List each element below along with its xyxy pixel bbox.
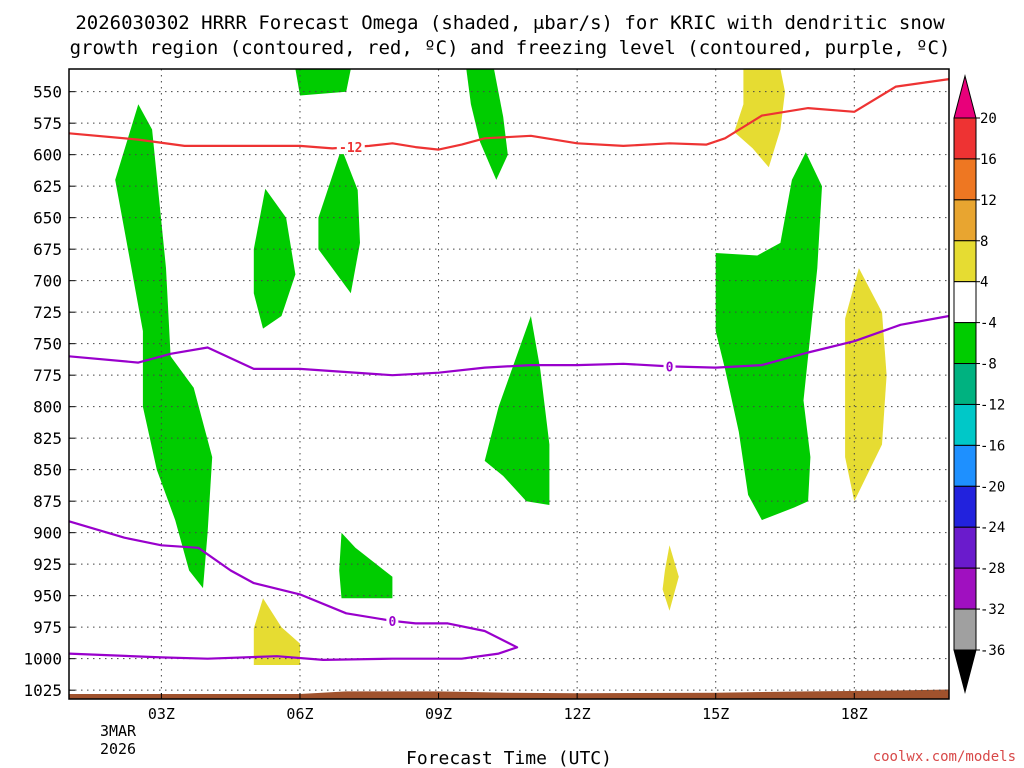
colorbar-label: 12 — [980, 193, 997, 209]
omega-region-9 — [662, 545, 679, 611]
freezing-level-upper: 0 — [68, 314, 950, 377]
y-tick-label: 1025 — [23, 681, 62, 700]
y-tick-label: 550 — [33, 83, 62, 102]
terrain-layer — [69, 689, 949, 699]
x-tick-label: 12Z — [564, 705, 591, 723]
omega-region-4 — [466, 69, 508, 180]
y-tick-label: 975 — [33, 618, 62, 637]
colorbar-bin — [953, 199, 977, 242]
omega-region-1 — [253, 188, 296, 329]
colorbar-bin — [953, 608, 977, 651]
colorbar-overflow-low — [953, 649, 977, 694]
omega-region-3 — [295, 69, 351, 96]
colorbar-label: 8 — [980, 234, 988, 250]
y-tick-label: 725 — [33, 303, 62, 322]
y-axis: 550 575 600 625 650 675 700 725 750 775 800 825 850 8… — [23, 83, 75, 700]
terrain-surface — [69, 689, 949, 699]
contour-lines: -12 0 0 — [68, 78, 950, 662]
colorbar-label: -28 — [980, 561, 1005, 577]
plot-area: -12 0 0 — [68, 68, 950, 700]
freezing-level-lower-label-bg — [386, 613, 399, 628]
omega-region-8 — [253, 598, 300, 665]
freezing-level-upper-path — [68, 314, 950, 377]
y-tick-label: 750 — [33, 335, 62, 354]
omega-region-11 — [845, 268, 887, 502]
colorbar-label: -4 — [980, 316, 997, 332]
x-tick-label: 09Z — [425, 705, 452, 723]
chart-title-line1: 2026030302 HRRR Forecast Omega (shaded, … — [75, 12, 945, 34]
y-tick-label: 700 — [33, 272, 62, 291]
y-tick-label: 1000 — [23, 650, 62, 669]
omega-region-2 — [318, 148, 360, 294]
plot-frame — [68, 68, 950, 700]
colorbar: 20 16 12 8 4 -4 -8 -12 -16 -20 -24 -28 -32 -36 — [953, 74, 1005, 694]
colorbar-bin — [953, 444, 977, 487]
colorbar-bin — [953, 158, 977, 201]
y-tick-label: 875 — [33, 492, 62, 511]
colorbar-label: -16 — [980, 438, 1005, 454]
dgz-contour-label: -12 — [339, 141, 362, 156]
colorbar-label: -32 — [980, 602, 1005, 618]
y-tick-label: 675 — [33, 240, 62, 259]
colorbar-label: 4 — [980, 275, 988, 291]
omega-region-7 — [715, 152, 822, 521]
omega-region-5 — [484, 316, 550, 505]
dgz-contour: -12 — [68, 78, 950, 156]
omega-region-6 — [339, 532, 393, 599]
freezing-level-upper-label-bg — [663, 359, 676, 374]
colorbar-overflow-high — [953, 74, 977, 119]
x-axis-title: Forecast Time (UTC) — [406, 748, 612, 768]
colorbar-bin — [953, 322, 977, 365]
grid — [69, 69, 949, 699]
freezing-level-lower-path — [68, 520, 519, 662]
y-tick-label: 650 — [33, 209, 62, 228]
freezing-level-lower: 0 — [68, 520, 519, 662]
colorbar-label: -36 — [980, 643, 1005, 659]
chart-title-line2: growth region (contoured, red, ºC) and f… — [70, 37, 951, 59]
colorbar-bin — [953, 117, 977, 160]
omega-regions — [115, 69, 887, 665]
date-label-day: 3MAR — [100, 722, 137, 740]
x-tick-label: 06Z — [286, 705, 313, 723]
colorbar-bin — [953, 403, 977, 446]
colorbar-label: -24 — [980, 520, 1005, 536]
colorbar-label: -8 — [980, 357, 997, 373]
dgz-contour-path — [68, 78, 950, 151]
colorbar-bin — [953, 485, 977, 528]
freezing-level-upper-label: 0 — [666, 360, 674, 375]
y-tick-label: 625 — [33, 177, 62, 196]
colorbar-bin — [953, 363, 977, 405]
x-tick-label: 03Z — [148, 705, 175, 723]
colorbar-bin — [953, 281, 977, 324]
colorbar-label: -20 — [980, 479, 1005, 495]
omega-region-0 — [115, 104, 213, 589]
y-tick-label: 775 — [33, 366, 62, 385]
x-tick-label: 18Z — [841, 705, 868, 723]
date-label-year: 2026 — [100, 740, 136, 758]
y-tick-label: 575 — [33, 114, 62, 133]
y-tick-label: 600 — [33, 146, 62, 165]
y-tick-label: 900 — [33, 524, 62, 543]
y-tick-label: 950 — [33, 587, 62, 606]
x-tick-label: 15Z — [702, 705, 729, 723]
y-tick-label: 925 — [33, 555, 62, 574]
dgz-contour-label-bg — [336, 140, 365, 155]
y-tick-label: 850 — [33, 461, 62, 480]
credit-link[interactable]: coolwx.com/models — [873, 749, 1016, 765]
freezing-level-lower-label: 0 — [388, 615, 396, 630]
x-axis: 03Z 06Z 09Z 12Z 15Z 18Z — [148, 693, 868, 723]
colorbar-bin — [953, 567, 977, 610]
colorbar-label: 20 — [980, 111, 997, 127]
colorbar-label: 16 — [980, 152, 997, 168]
y-tick-label: 825 — [33, 429, 62, 448]
colorbar-bin — [953, 526, 977, 569]
colorbar-label: -12 — [980, 397, 1005, 413]
colorbar-bin — [953, 240, 977, 283]
y-tick-label: 800 — [33, 398, 62, 417]
